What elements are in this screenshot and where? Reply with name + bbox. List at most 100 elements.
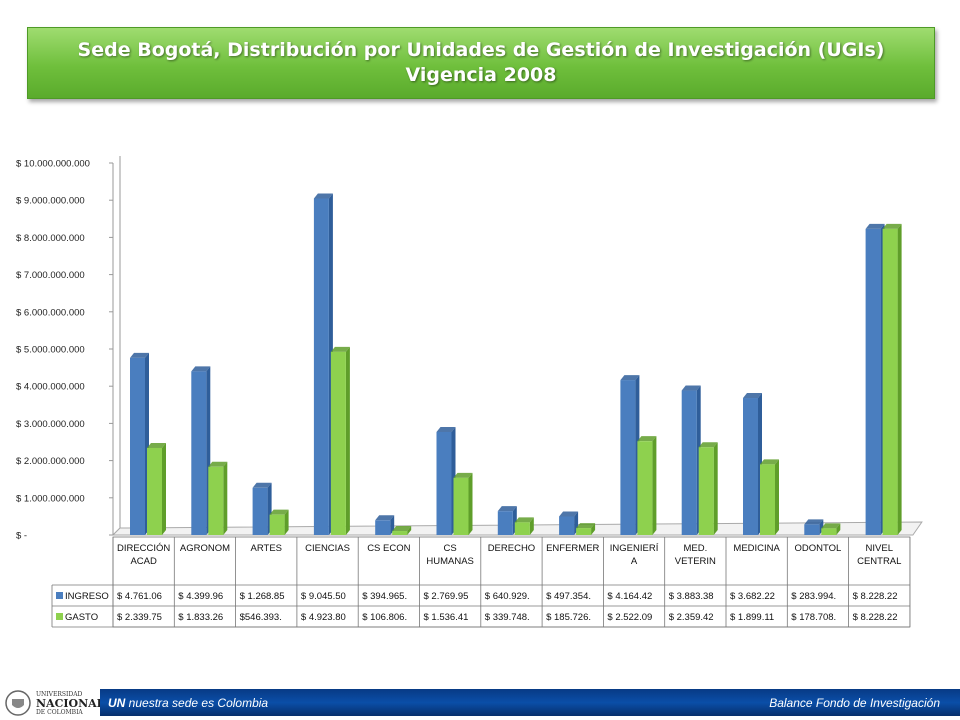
- y-tick-label: $ -: [16, 531, 27, 542]
- bar-gasto: [514, 517, 534, 535]
- category-label: VETERIN: [675, 556, 716, 567]
- logo-text-1: UNIVERSIDAD: [36, 691, 83, 698]
- bar-top: [882, 223, 902, 229]
- data-label: $ 4.399.96: [178, 591, 223, 602]
- data-label: $ 4.761.06: [117, 591, 162, 602]
- bar-face: [804, 524, 820, 535]
- bar-gasto: [453, 472, 473, 535]
- bar-face: [743, 398, 758, 535]
- bar-ingreso: [497, 506, 517, 535]
- bar-side: [407, 526, 412, 535]
- bar-top: [313, 193, 333, 199]
- bar-side: [897, 223, 902, 535]
- bar-face: [698, 447, 714, 535]
- y-tick-label: $ 6.000.000.000: [16, 307, 85, 318]
- bar-face: [559, 516, 575, 535]
- category-label: HUMANAS: [426, 556, 474, 567]
- bar-side: [529, 517, 534, 535]
- category-label: CIENCIAS: [305, 543, 350, 554]
- bar-face: [208, 466, 224, 535]
- bar-top: [330, 346, 350, 352]
- data-label: $ 1.268.85: [240, 591, 285, 602]
- bar-ingreso: [375, 515, 395, 535]
- data-label: $ 3.682.22: [730, 591, 775, 602]
- back-wall-edge: [112, 156, 121, 536]
- bar-face: [882, 228, 898, 535]
- data-label: $ 8.228.22: [853, 612, 898, 623]
- data-label: $ 106.806.: [362, 612, 407, 623]
- bar-top: [252, 482, 272, 488]
- data-label: $ 283.994.: [791, 591, 836, 602]
- bar-face: [453, 477, 469, 535]
- data-label: $ 4.923.80: [301, 612, 346, 623]
- bar-side: [284, 509, 289, 535]
- bar-top: [208, 461, 228, 467]
- data-label: $ 640.929.: [485, 591, 530, 602]
- bar-gasto: [760, 459, 779, 535]
- footer-slogan-text: nuestra sede es Colombia: [125, 696, 269, 710]
- bar-top: [865, 223, 885, 229]
- y-tick-label: $ 4.000.000.000: [16, 382, 85, 393]
- bar-face: [330, 351, 346, 535]
- bar-top: [269, 509, 289, 515]
- bar-face: [514, 522, 530, 535]
- bar-top: [191, 366, 211, 372]
- bar-gasto: [698, 442, 718, 535]
- bar-top: [681, 385, 701, 391]
- bar-gasto: [147, 442, 166, 535]
- bar-face: [392, 531, 408, 535]
- bar-side: [775, 459, 779, 535]
- logo-text-3: DE COLOMBIA: [36, 709, 83, 716]
- category-label: ENFERMER: [546, 543, 599, 554]
- data-label: $ 339.748.: [485, 612, 530, 623]
- bar-ingreso: [865, 223, 885, 535]
- y-tick-label: $ 9.000.000.000: [16, 196, 85, 207]
- bar-top: [130, 352, 149, 358]
- y-tick-label: $ 8.000.000.000: [16, 233, 85, 244]
- shield-icon: [5, 690, 31, 716]
- bar-face: [637, 441, 653, 535]
- footer-slogan: UN nuestra sede es Colombia: [108, 696, 268, 710]
- bar-side: [591, 523, 596, 535]
- data-label: $ 1.833.26: [178, 612, 223, 623]
- data-label: $ 185.726.: [546, 612, 591, 623]
- bar-face: [375, 520, 391, 535]
- data-label: $ 3.883.38: [669, 591, 714, 602]
- data-label: $ 2.339.75: [117, 612, 162, 623]
- data-label: $546.393.: [240, 612, 282, 623]
- bar-side: [652, 436, 657, 535]
- footer-un: UN: [108, 696, 126, 710]
- category-label: CS ECON: [367, 543, 410, 554]
- bar-gasto: [392, 526, 412, 535]
- bar-face: [147, 447, 162, 535]
- bar-side: [836, 523, 841, 535]
- bar-face: [313, 198, 329, 536]
- bar-side: [713, 442, 718, 535]
- data-label: $ 8.228.22: [853, 591, 898, 602]
- bar-ingreso: [620, 375, 640, 535]
- bar-top: [514, 517, 534, 523]
- bar-top: [436, 426, 456, 432]
- logo-text-2: NACIONAL: [36, 697, 105, 710]
- bar-face: [269, 514, 285, 535]
- bar-ingreso: [191, 366, 211, 535]
- bar-top: [497, 506, 517, 512]
- category-label: ODONTOL: [795, 543, 842, 554]
- bar-face: [821, 528, 837, 535]
- y-tick-label: $ 2.000.000.000: [16, 456, 85, 467]
- legend-swatch: [56, 592, 63, 599]
- bar-top: [576, 523, 596, 529]
- bar-top: [392, 526, 412, 532]
- chart-title: Sede Bogotá, Distribución por Unidades d…: [77, 39, 885, 61]
- bar-face: [760, 464, 775, 535]
- bar-gasto: [208, 461, 228, 535]
- data-label: $ 1.536.41: [424, 612, 469, 623]
- footer-bar: [100, 689, 960, 716]
- bar-ingreso: [743, 393, 762, 535]
- bar-gasto: [330, 346, 350, 535]
- bar-gasto: [576, 523, 596, 535]
- category-label: AGRONOM: [180, 543, 230, 554]
- bar-face: [681, 390, 697, 535]
- legend-swatch: [56, 613, 63, 620]
- bar-top: [375, 515, 395, 521]
